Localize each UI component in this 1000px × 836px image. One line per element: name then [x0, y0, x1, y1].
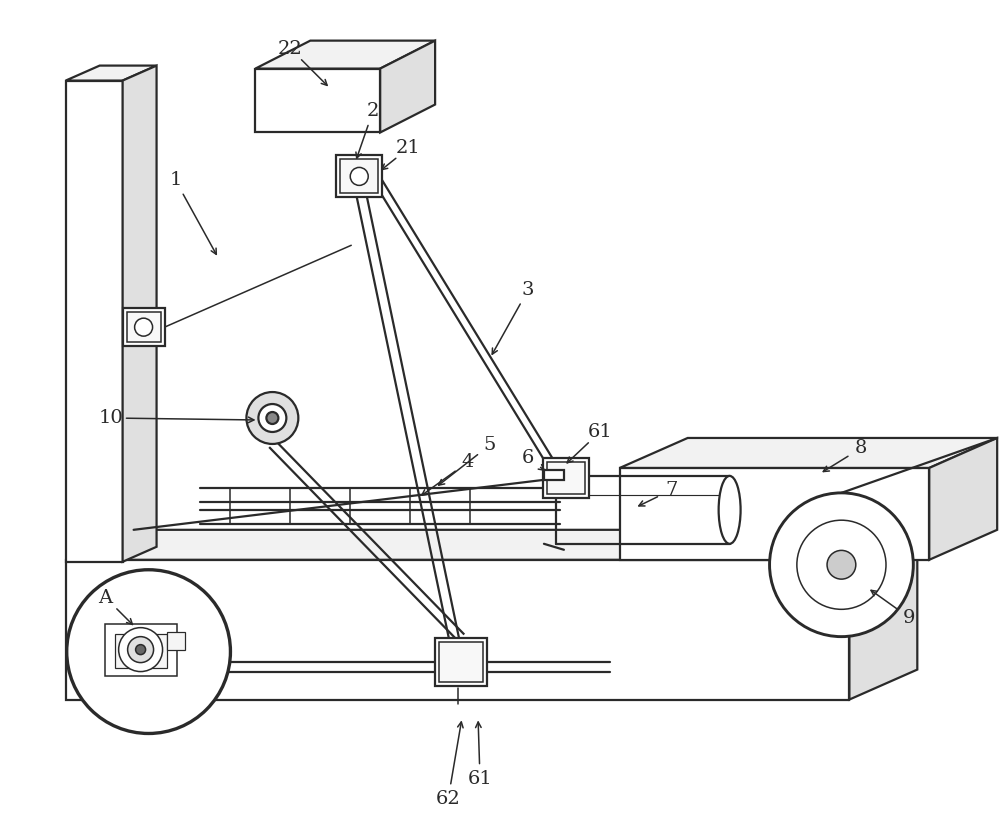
- Circle shape: [246, 392, 298, 444]
- Circle shape: [67, 570, 230, 733]
- Circle shape: [797, 520, 886, 609]
- Polygon shape: [255, 41, 435, 69]
- Circle shape: [135, 319, 153, 336]
- Polygon shape: [620, 468, 929, 560]
- Text: 61: 61: [468, 771, 492, 788]
- Circle shape: [350, 167, 368, 186]
- Text: 5: 5: [484, 436, 496, 454]
- Text: 61: 61: [587, 423, 612, 441]
- Polygon shape: [66, 65, 157, 80]
- Text: 6: 6: [522, 449, 534, 467]
- Polygon shape: [66, 80, 123, 562]
- Polygon shape: [123, 65, 157, 562]
- Text: 2: 2: [367, 101, 379, 120]
- Text: 1: 1: [169, 171, 182, 190]
- Bar: [336, 155, 382, 197]
- Polygon shape: [255, 69, 380, 132]
- Bar: [435, 638, 487, 686]
- Bar: [439, 641, 483, 681]
- Bar: [123, 308, 165, 346]
- Text: 7: 7: [666, 481, 678, 499]
- Text: 62: 62: [436, 790, 460, 808]
- Bar: [167, 632, 185, 650]
- Text: A: A: [99, 589, 113, 607]
- Bar: [340, 160, 378, 193]
- Ellipse shape: [719, 476, 741, 543]
- Text: 10: 10: [98, 409, 123, 427]
- Polygon shape: [929, 438, 997, 560]
- Polygon shape: [380, 41, 435, 132]
- Polygon shape: [66, 560, 849, 700]
- Text: 22: 22: [278, 39, 303, 58]
- Circle shape: [266, 412, 278, 424]
- Text: 3: 3: [522, 281, 534, 299]
- Bar: [105, 624, 177, 675]
- Circle shape: [827, 550, 856, 579]
- Circle shape: [128, 637, 154, 663]
- Bar: [544, 470, 564, 480]
- Text: 4: 4: [462, 453, 474, 471]
- Text: 21: 21: [396, 140, 421, 157]
- Bar: [543, 458, 589, 498]
- Circle shape: [119, 628, 163, 671]
- Polygon shape: [849, 530, 917, 700]
- Bar: [547, 462, 585, 494]
- Bar: [127, 312, 161, 342]
- Circle shape: [136, 645, 146, 655]
- Text: 8: 8: [855, 439, 868, 457]
- Circle shape: [770, 493, 913, 637]
- Polygon shape: [620, 438, 997, 468]
- Bar: [115, 634, 167, 668]
- Circle shape: [258, 404, 286, 432]
- Polygon shape: [66, 530, 917, 560]
- Text: 9: 9: [903, 609, 916, 627]
